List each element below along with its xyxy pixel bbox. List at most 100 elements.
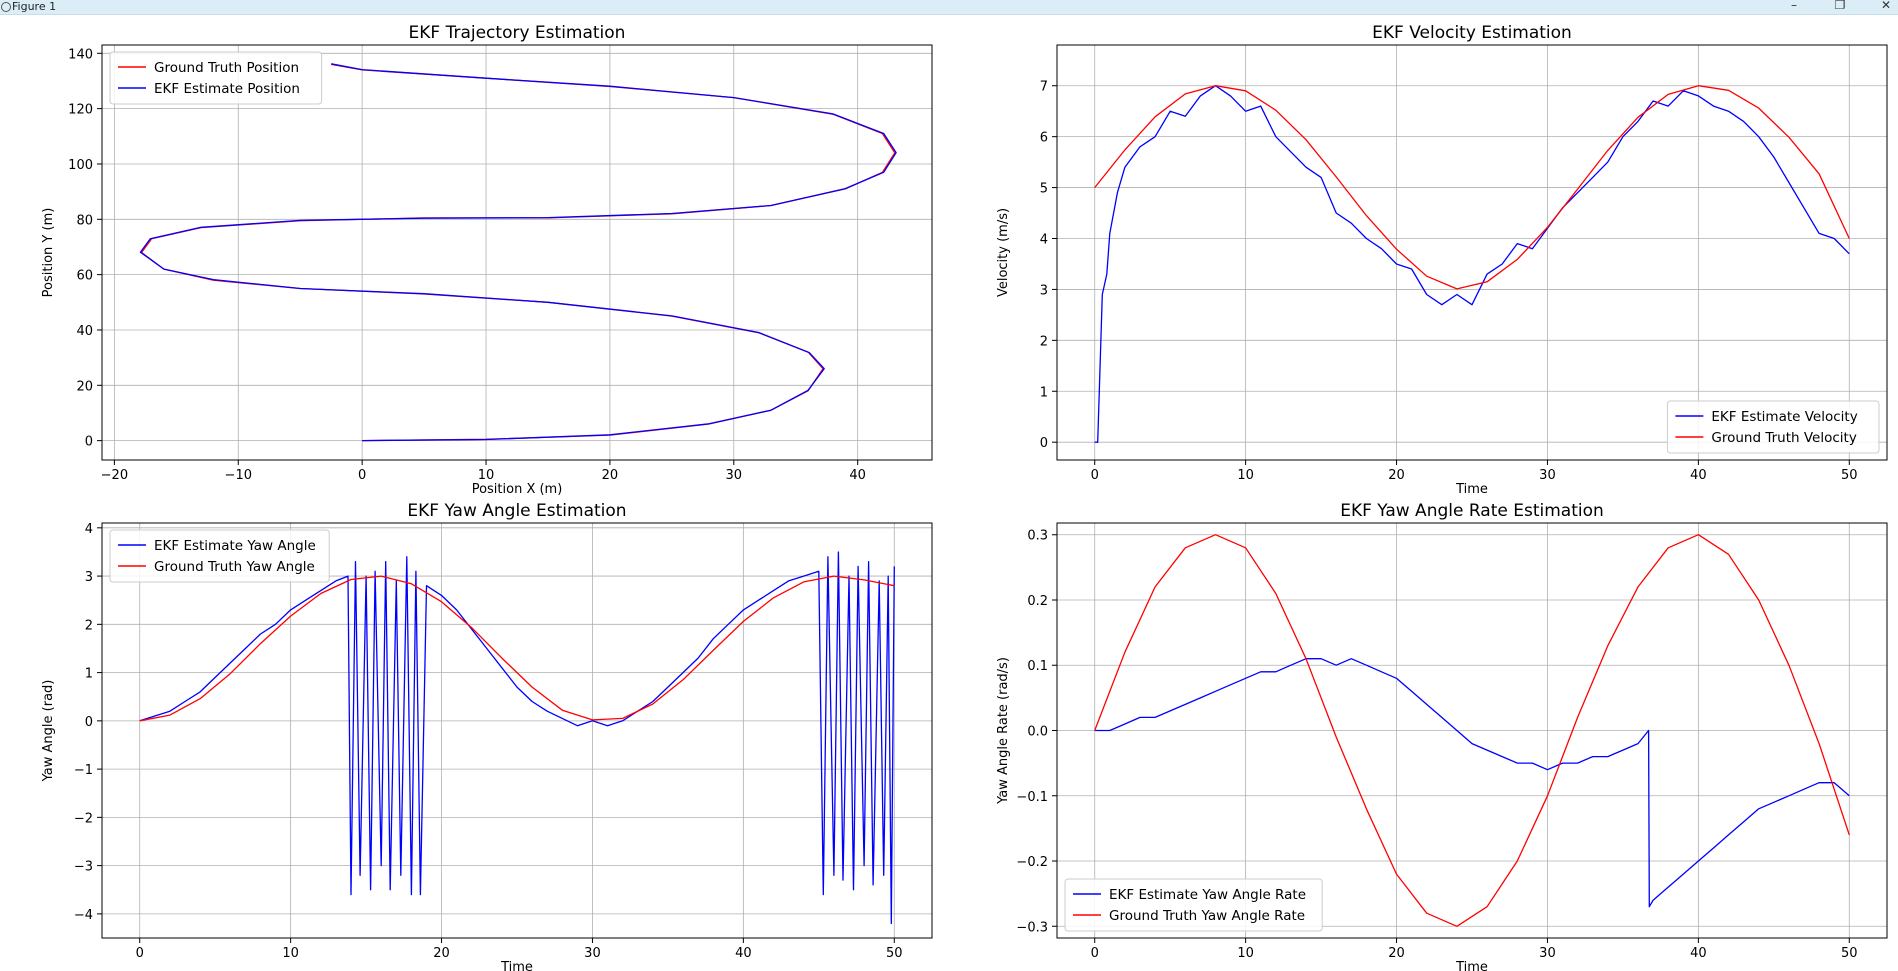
y-axis-label: Yaw Angle (rad) [41,680,56,783]
y-tick-label: −3 [74,860,93,875]
series-line-2 [139,63,897,442]
axes-frame [1056,44,1888,461]
y-tick-label: 20 [76,379,93,394]
legend-box [109,51,323,105]
app-icon [1,2,11,12]
x-tick-label: 40 [849,468,866,483]
x-tick-label: 20 [1388,468,1405,483]
x-axis-label: Position X (m) [472,482,563,497]
axes-frame [101,44,933,461]
y-tick-label: 4 [85,522,93,537]
x-tick-label: 40 [1690,946,1707,961]
x-tick-label: 10 [1237,468,1254,483]
axes-frame [101,522,933,939]
x-tick-label: 40 [1690,468,1707,483]
legend-box [109,529,330,583]
y-tick-label: 1 [85,667,93,682]
x-tick-label: 0 [358,468,366,483]
x-tick-label: 40 [735,946,752,961]
chart-title: EKF Yaw Angle Estimation [407,501,626,521]
y-tick-label: 2 [85,618,93,633]
y-axis-label: Velocity (m/s) [996,208,1011,297]
close-button[interactable]: ✕ [1880,0,1892,12]
y-tick-label: 6 [1040,131,1048,146]
series-line-1 [139,551,895,925]
y-tick-label: −0.2 [1016,855,1048,870]
series-line-1 [1094,85,1850,443]
x-tick-label: 30 [1539,946,1556,961]
minimize-button[interactable]: – [1791,0,1797,12]
y-tick-label: 120 [68,103,93,118]
x-tick-label: 30 [584,946,601,961]
y-tick-label: 0.2 [1027,594,1048,609]
legend-box [1666,400,1880,454]
y-tick-label: 4 [1040,232,1048,247]
chart-title: EKF Trajectory Estimation [409,23,626,43]
y-tick-label: −2 [74,811,93,826]
legend-label: Ground Truth Velocity [1711,430,1856,446]
x-tick-label: −20 [101,468,128,483]
y-tick-label: 1 [1040,385,1048,400]
legend-label: EKF Estimate Yaw Angle Rate [1109,887,1306,903]
chart-title: EKF Yaw Angle Rate Estimation [1340,501,1604,521]
subplot-2: 0 10 20 30 40 50 0 1 2 3 4 5 6 7 EKF Velocity Estimati… [996,23,1888,497]
legend-label: Ground Truth Position [154,60,299,76]
legend-label: EKF Estimate Velocity [1711,409,1857,425]
legend-label: EKF Estimate Position [154,81,300,97]
x-axis-label: Time [1455,482,1488,497]
y-tick-label: 60 [76,269,93,284]
y-tick-label: 0.0 [1027,725,1048,740]
x-tick-label: 10 [1237,946,1254,961]
y-tick-label: 40 [76,324,93,339]
maximize-button[interactable]: ❐ [1834,0,1846,12]
x-tick-label: 0 [136,946,144,961]
y-tick-label: −1 [74,763,93,778]
x-tick-label: 20 [602,468,619,483]
x-axis-label: Time [500,960,533,971]
y-tick-label: −0.1 [1016,790,1048,805]
y-tick-label: 80 [76,213,93,228]
subplot-4: 0 10 20 30 40 50 −0.3 −0.2 −0.1 0.0 0.1 0.2 0.3 EKF Y… [996,501,1888,971]
x-tick-label: 30 [1539,468,1556,483]
y-tick-label: 100 [68,158,93,173]
x-tick-label: 20 [433,946,450,961]
window-title: Figure 1 [12,0,57,13]
y-tick-label: 0.3 [1027,529,1048,544]
x-tick-label: 50 [886,946,903,961]
x-tick-label: 30 [726,468,743,483]
x-tick-label: 0 [1091,468,1099,483]
series-line-2 [1094,534,1850,927]
subplot-1: −20 −10 0 10 20 30 40 0 20 40 60 80 100 120 140 EKF Tra… [41,23,933,497]
series-line-1 [1094,658,1850,908]
series-line-2 [1094,85,1850,290]
y-axis-label: Yaw Angle Rate (rad/s) [996,657,1011,805]
series-line-2 [139,575,895,722]
x-tick-label: 0 [1091,946,1099,961]
y-tick-label: 140 [68,47,93,62]
subplot-3: 0 10 20 30 40 50 −4 −3 −2 −1 0 1 2 3 4 EKF Yaw Angle Es… [41,501,933,971]
x-tick-label: −10 [225,468,252,483]
x-tick-label: 50 [1841,468,1858,483]
chart-title: EKF Velocity Estimation [1372,23,1572,43]
x-axis-label: Time [1455,960,1488,971]
y-tick-label: −0.3 [1016,920,1048,935]
y-tick-label: 0 [85,435,93,450]
legend: EKF Estimate Velocity Ground Truth Veloci… [1666,400,1880,454]
y-tick-label: 0 [1040,436,1048,451]
legend: EKF Estimate Yaw Angle Rate Ground Truth … [1064,878,1323,932]
x-tick-label: 50 [1841,946,1858,961]
legend-label: Ground Truth Yaw Angle [154,559,315,575]
legend-box [1064,878,1323,932]
y-tick-label: 0 [85,715,93,730]
x-tick-label: 10 [282,946,299,961]
legend: EKF Estimate Yaw Angle Ground Truth Yaw A… [109,529,330,583]
y-tick-label: 0.1 [1027,659,1048,674]
legend-label: EKF Estimate Yaw Angle [154,538,316,554]
y-tick-label: 3 [85,570,93,585]
legend: Ground Truth Position EKF Estimate Positi… [109,51,323,105]
y-tick-label: 2 [1040,334,1048,349]
y-tick-label: 5 [1040,182,1048,197]
y-tick-label: −4 [74,908,93,923]
x-tick-label: 10 [478,468,495,483]
